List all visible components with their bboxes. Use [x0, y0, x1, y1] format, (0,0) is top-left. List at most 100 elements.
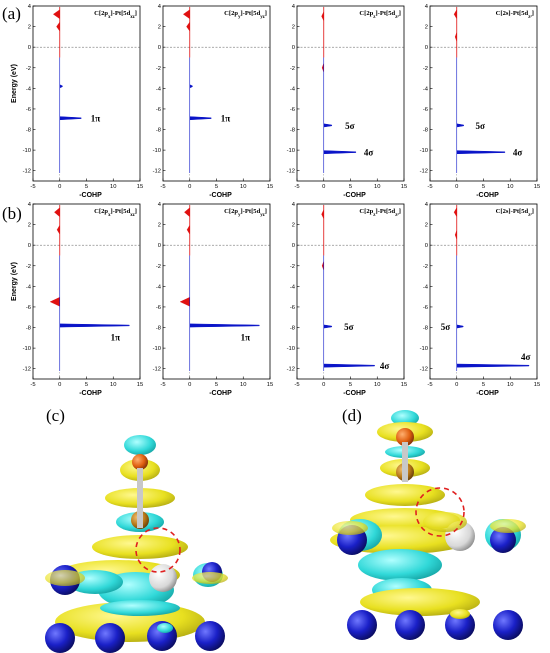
- x-tick-label: 10: [374, 184, 380, 190]
- cohp-charts: 4 2 0 -2 -4 -6 -8 -10 -12 -5 0 5 10 15 -COHP Energy (eV…: [11, 4, 540, 397]
- x-tick-label: -5: [427, 382, 432, 388]
- cohp-bonding-peak: [189, 323, 260, 328]
- y-tick-label: -8: [423, 326, 428, 332]
- peak-annotation: 5σ: [344, 322, 354, 332]
- x-tick-label: 10: [374, 382, 380, 388]
- x-axis-label: -COHP: [343, 192, 366, 199]
- pt-atom: [95, 623, 125, 653]
- cohp-bonding-peak: [323, 324, 333, 329]
- y-tick-label: -4: [26, 86, 32, 92]
- y-tick-label: -4: [290, 284, 296, 290]
- h-atom: [149, 564, 177, 592]
- y-tick-label: 4: [28, 4, 32, 10]
- cohp-chart: 4 2 0 -2 -4 -6 -8 -10 -12 -5 0 5 10 15 -COHP C[2pz]-Pt[…: [287, 202, 408, 397]
- x-tick-label: -5: [427, 184, 432, 190]
- y-tick-label: 0: [425, 45, 428, 51]
- cohp-bonding-peak: [456, 363, 530, 368]
- peak-annotation: 1π: [221, 114, 231, 124]
- y-tick-label: -4: [423, 284, 429, 290]
- y-tick-label: -4: [156, 284, 162, 290]
- y-tick-label: -4: [290, 86, 296, 92]
- panel-label-b: (b): [2, 204, 22, 223]
- y-tick-label: -10: [23, 148, 31, 154]
- panel-label-a: (a): [2, 4, 21, 23]
- y-tick-label: -10: [287, 148, 295, 154]
- cohp-antibonding-peak: [54, 207, 60, 218]
- y-tick-label: -2: [290, 66, 295, 72]
- isosurface-yellow: [45, 570, 85, 586]
- x-tick-label: 0: [58, 382, 61, 388]
- x-tick-label: 5: [482, 184, 485, 190]
- x-tick-label: 0: [455, 382, 458, 388]
- pt-atom: [45, 623, 75, 653]
- y-tick-label: -8: [156, 128, 161, 134]
- y-tick-label: -8: [26, 326, 31, 332]
- y-tick-label: -4: [156, 86, 162, 92]
- o-atom: [132, 454, 148, 470]
- cohp-antibonding-peak: [453, 9, 457, 20]
- isosurface-yellow: [360, 588, 480, 616]
- x-tick-label: 5: [215, 382, 218, 388]
- y-tick-label: -12: [153, 367, 161, 373]
- chart-title: C[2s]-Pt[5dz²]: [496, 10, 534, 20]
- cohp-bonding-peak: [189, 116, 212, 121]
- cohp-antibonding-peak: [49, 296, 60, 307]
- x-axis-label: -COHP: [79, 192, 102, 199]
- panel-label-c: (c): [46, 406, 65, 425]
- cohp-antibonding-peak: [56, 224, 60, 235]
- x-tick-label: 0: [322, 382, 325, 388]
- x-tick-label: -5: [30, 184, 35, 190]
- x-tick-label: 0: [322, 184, 325, 190]
- y-tick-label: -12: [287, 169, 295, 175]
- peak-annotation: 1π: [241, 332, 251, 342]
- cohp-bonding-peak: [456, 150, 506, 155]
- x-tick-label: 10: [110, 382, 116, 388]
- cohp-antibonding-peak: [179, 296, 190, 307]
- y-tick-label: 2: [158, 223, 161, 229]
- x-tick-label: 0: [188, 382, 191, 388]
- x-tick-label: 15: [534, 184, 540, 190]
- y-tick-label: -8: [290, 128, 295, 134]
- highlight-circle: [135, 527, 181, 573]
- y-tick-label: 0: [158, 243, 161, 249]
- x-tick-label: 15: [401, 184, 407, 190]
- cohp-antibonding-peak: [56, 21, 60, 32]
- y-tick-label: -6: [156, 305, 161, 311]
- x-tick-label: 10: [507, 382, 513, 388]
- cohp-antibonding-peak: [186, 21, 190, 32]
- o-atom: [396, 428, 414, 446]
- isosurface-cyan: [358, 549, 442, 581]
- x-tick-label: 5: [349, 184, 352, 190]
- chart-title: C[2py]-Pt[5dyz]: [224, 10, 267, 20]
- x-tick-label: 5: [85, 184, 88, 190]
- x-tick-label: 5: [215, 184, 218, 190]
- pt-atom: [347, 610, 377, 640]
- x-axis-label: -COHP: [343, 390, 366, 397]
- x-tick-label: 15: [137, 184, 143, 190]
- y-tick-label: 2: [28, 223, 31, 229]
- y-tick-label: -6: [423, 107, 428, 113]
- y-tick-label: 2: [158, 25, 161, 31]
- plot-frame: [296, 203, 405, 380]
- y-tick-label: -12: [287, 367, 295, 373]
- y-tick-label: -12: [420, 169, 428, 175]
- cohp-antibonding-peak: [52, 9, 60, 20]
- y-tick-label: -8: [290, 326, 295, 332]
- x-axis-label: -COHP: [476, 192, 499, 199]
- peak-annotation: 5σ: [345, 121, 355, 131]
- isosurface-cyan: [124, 435, 156, 455]
- cohp-bonding-peak: [59, 323, 130, 328]
- y-tick-label: 2: [292, 223, 295, 229]
- y-tick-label: 4: [292, 202, 296, 208]
- y-tick-label: -6: [290, 107, 295, 113]
- cohp-chart: 4 2 0 -2 -4 -6 -8 -10 -12 -5 0 5 10 15 -COHP C[2py]-Pt[…: [153, 4, 274, 199]
- plot-frame: [32, 5, 141, 182]
- pt-atom: [395, 610, 425, 640]
- y-tick-label: -4: [26, 284, 32, 290]
- chart-title: C[2px]-Pt[5dxz]: [94, 10, 137, 20]
- x-axis-label: -COHP: [209, 390, 232, 397]
- peak-annotation: 4σ: [513, 148, 523, 158]
- x-tick-label: 15: [401, 382, 407, 388]
- x-axis-label: -COHP: [79, 390, 102, 397]
- y-tick-label: 0: [425, 243, 428, 249]
